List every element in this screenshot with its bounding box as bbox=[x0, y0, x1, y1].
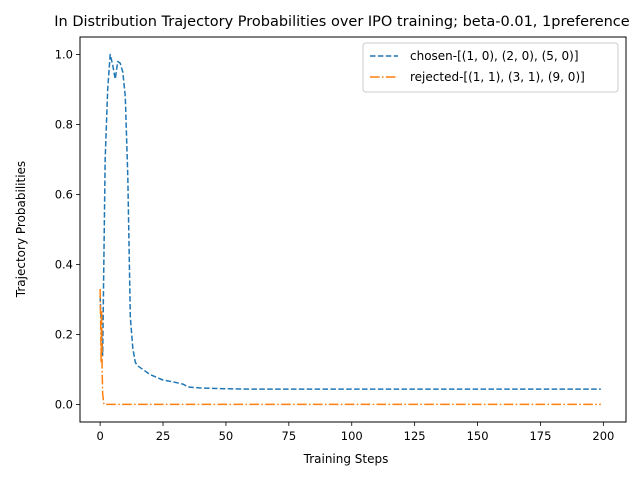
series-layer bbox=[99, 53, 601, 406]
axes-layer: 0 25 50 75 100 125 150 175 200 0.0 0.2 0.4 0.6 0.8 1.0 bbox=[55, 48, 615, 444]
legend: chosen-[(1, 0), (2, 0), (5, 0)] rejected… bbox=[362, 42, 619, 93]
x-tick-label-3: 75 bbox=[282, 429, 297, 443]
x-tick-label-5: 125 bbox=[404, 429, 426, 443]
x-tick-label-8: 200 bbox=[592, 429, 614, 443]
y-axis-label: Trajectory Probabilities bbox=[14, 161, 28, 298]
x-tick-label-2: 50 bbox=[219, 429, 234, 443]
x-tick-label-7: 175 bbox=[529, 429, 551, 443]
y-tick-label-5: 1.0 bbox=[55, 48, 73, 62]
y-tick-label-4: 0.8 bbox=[55, 118, 73, 132]
y-tick-label-0: 0.0 bbox=[55, 398, 73, 412]
y-tick-label-2: 0.4 bbox=[55, 258, 73, 272]
x-tick-label-6: 150 bbox=[467, 429, 489, 443]
plot-frame bbox=[79, 36, 627, 423]
x-tick-label-1: 25 bbox=[156, 429, 171, 443]
x-axis-label: Training Steps bbox=[303, 452, 389, 466]
series-line-1 bbox=[99, 288, 601, 406]
chart-title: In Distribution Trajectory Probabilities… bbox=[54, 14, 629, 30]
legend-frame bbox=[362, 42, 619, 93]
x-tick-label-4: 100 bbox=[341, 429, 363, 443]
y-tick-label-3: 0.6 bbox=[55, 188, 73, 202]
x-tick-label-0: 0 bbox=[96, 429, 103, 443]
y-tick-label-1: 0.2 bbox=[55, 328, 73, 342]
legend-label-chosen: chosen-[(1, 0), (2, 0), (5, 0)] bbox=[410, 49, 579, 63]
legend-label-rejected: rejected-[(1, 1), (3, 1), (9, 0)] bbox=[410, 70, 585, 84]
series-line-0 bbox=[99, 53, 601, 390]
